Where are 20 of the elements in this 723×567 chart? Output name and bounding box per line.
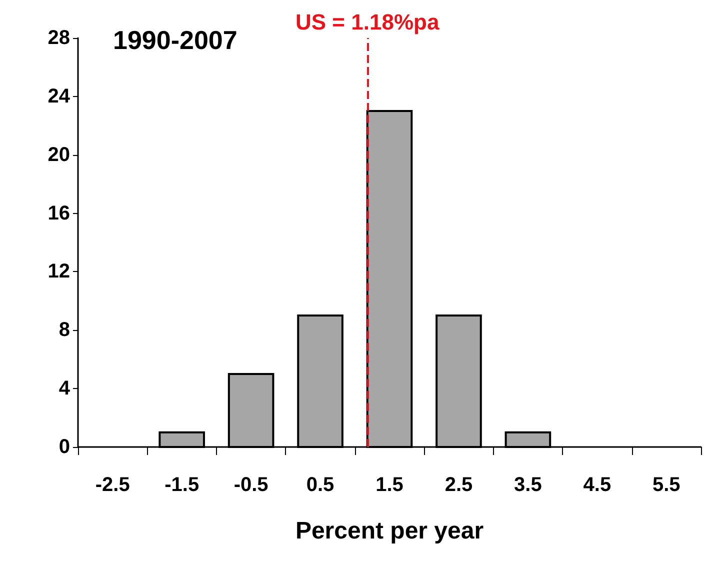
x-tick-label: -1.5 — [164, 474, 200, 496]
y-tick-label: 24 — [48, 85, 71, 108]
x-tick-label: 2.5 — [444, 474, 473, 496]
y-tick-label: 8 — [58, 319, 70, 342]
x-tick-label: 4.5 — [583, 474, 612, 496]
chart-title: 1990-2007 — [113, 25, 238, 55]
y-tick-label: 16 — [48, 202, 70, 224]
ref-line-label: US = 1.18%pa — [296, 10, 440, 34]
y-tick-label: 20 — [48, 144, 70, 166]
x-tick-label: 0.5 — [306, 474, 334, 496]
y-tick-label: 12 — [48, 260, 70, 283]
y-tick-label: 0 — [58, 436, 70, 458]
x-tick-label: -2.5 — [95, 474, 130, 496]
x-axis-title: Percent per year — [295, 518, 484, 544]
x-tick-label: -0.5 — [234, 474, 268, 496]
y-tick-label: 28 — [48, 27, 70, 49]
y-tick-label: 4 — [58, 378, 71, 400]
x-tick-label: 1.5 — [376, 474, 404, 496]
x-tick-label: 3.5 — [514, 474, 542, 496]
x-tick-label: 5.5 — [652, 474, 680, 496]
